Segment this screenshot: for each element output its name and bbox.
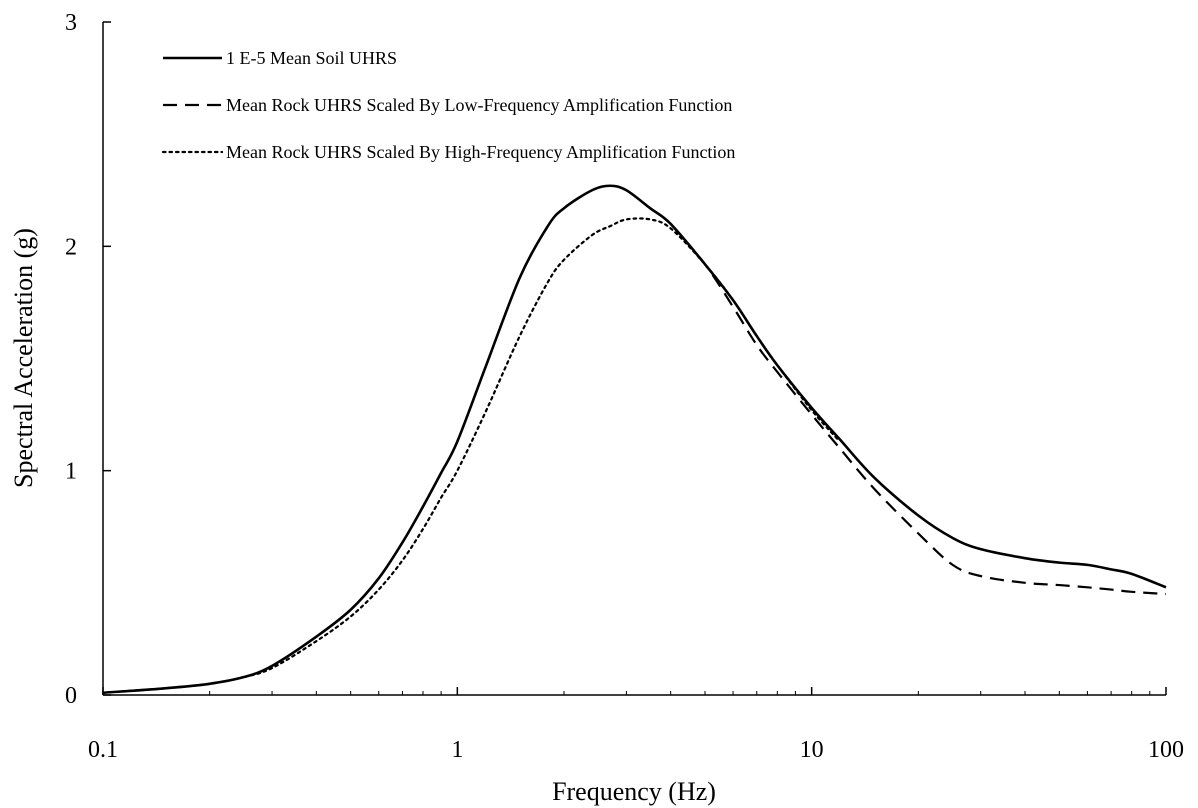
legend-label: Mean Rock UHRS Scaled By High-Frequency … bbox=[226, 142, 735, 162]
series-layer bbox=[101, 184, 1167, 695]
y-tick-label: 2 bbox=[65, 234, 77, 260]
legend-label: Mean Rock UHRS Scaled By Low-Frequency A… bbox=[226, 95, 732, 115]
y-tick-label: 1 bbox=[65, 459, 77, 485]
legend: 1 E-5 Mean Soil UHRS Mean Rock UHRS Scale… bbox=[161, 48, 735, 162]
x-tick-label: 1 bbox=[451, 737, 463, 763]
x-axis-title: Frequency (Hz) bbox=[552, 777, 716, 806]
x-tick-label: 100 bbox=[1148, 737, 1184, 763]
axes: 0.1 1 10 100 0 1 2 3 bbox=[65, 10, 1184, 763]
legend-label: 1 E-5 Mean Soil UHRS bbox=[226, 48, 397, 68]
series-line-dotted bbox=[101, 217, 841, 694]
x-tick-label: 0.1 bbox=[88, 737, 118, 763]
y-tick-label: 3 bbox=[65, 10, 77, 36]
y-axis-title: Spectral Acceleration (g) bbox=[9, 228, 38, 488]
series-line-solid bbox=[102, 184, 1167, 695]
x-tick-label: 10 bbox=[800, 737, 824, 763]
series-line-dashed bbox=[669, 223, 1167, 596]
y-tick-label: 0 bbox=[65, 683, 77, 709]
